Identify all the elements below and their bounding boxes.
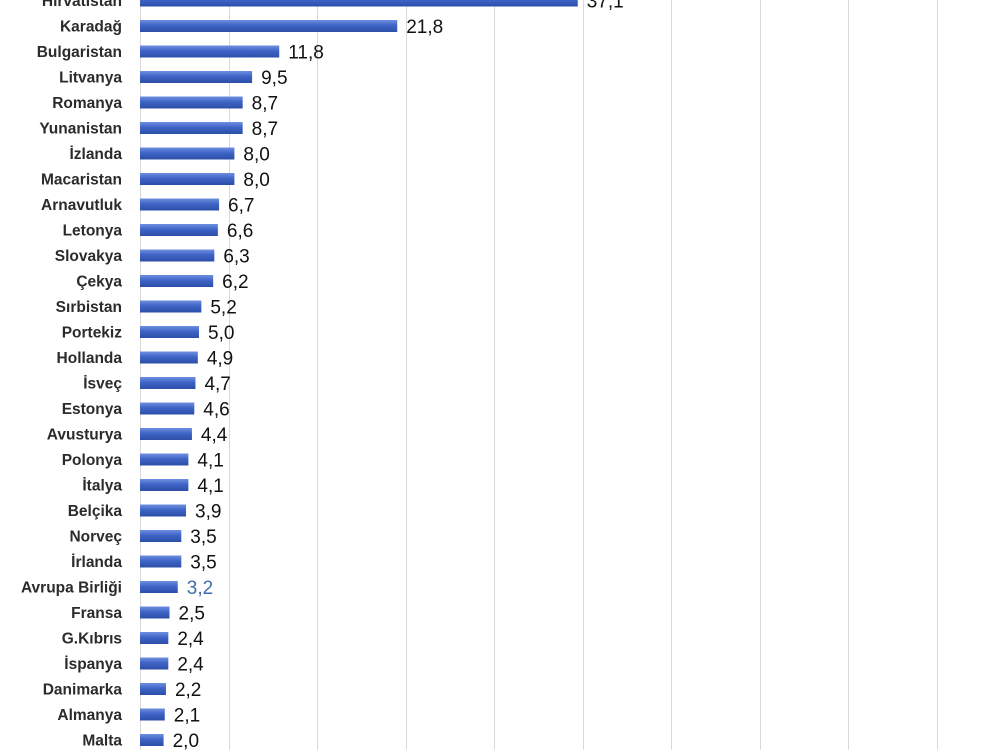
category-label: Bulgaristan — [37, 44, 122, 61]
category-label: Litvanya — [59, 70, 122, 87]
value-label: 2,0 — [173, 731, 199, 750]
category-label: Romanya — [52, 95, 122, 112]
value-label: 4,1 — [197, 451, 223, 472]
bar — [140, 96, 243, 109]
value-label: 3,5 — [190, 527, 216, 548]
category-label: Almanya — [57, 707, 122, 724]
value-label: 3,9 — [195, 502, 221, 523]
category-label: Danimarka — [43, 682, 123, 699]
value-label: 3,5 — [190, 553, 216, 574]
category-label: Arnavutluk — [41, 197, 122, 214]
bar — [140, 402, 195, 415]
bar — [140, 122, 243, 134]
bar — [140, 632, 169, 644]
category-label: Fransa — [71, 605, 122, 622]
category-label: Macaristan — [41, 172, 122, 189]
bar — [140, 326, 199, 338]
category-label: Karadağ — [60, 19, 122, 36]
bar — [140, 734, 164, 746]
category-label: Hırvatistan — [42, 0, 122, 10]
category-label: Letonya — [63, 223, 123, 240]
value-label: 8,0 — [243, 145, 269, 166]
bar — [140, 71, 253, 83]
value-label: 11,8 — [288, 43, 324, 64]
bar — [140, 555, 182, 568]
bar — [140, 479, 189, 491]
bar — [140, 377, 196, 389]
bar — [140, 249, 215, 262]
category-labels: Hırvatistan Karadağ Bulgaristan Litvanya Rom… — [21, 0, 122, 750]
value-label: 8,7 — [252, 94, 278, 115]
value-label: 21,8 — [406, 17, 443, 38]
category-label: Yunanistan — [39, 121, 122, 138]
category-label: Slovakya — [55, 248, 123, 265]
category-label: Malta — [82, 733, 122, 750]
bar — [140, 504, 187, 517]
category-label: İrlanda — [71, 554, 122, 571]
bar — [140, 198, 220, 211]
value-label: 5,0 — [208, 323, 234, 344]
category-label: Hollanda — [57, 350, 123, 367]
bar — [140, 428, 192, 440]
bar — [140, 708, 165, 721]
value-label: 4,9 — [207, 349, 233, 370]
category-label: Polonya — [62, 452, 123, 469]
bar — [140, 683, 166, 695]
value-label: 2,4 — [177, 655, 204, 676]
category-label: Norveç — [69, 529, 122, 546]
value-label: 4,4 — [201, 425, 228, 446]
category-label: Avrupa Birliği — [21, 580, 122, 597]
bar — [140, 275, 214, 287]
value-label: 6,2 — [222, 272, 248, 293]
bar — [140, 300, 202, 313]
bar — [140, 606, 170, 619]
value-label: 6,6 — [227, 221, 253, 242]
category-label: Çekya — [76, 274, 122, 291]
bar — [140, 581, 178, 593]
category-label: Sırbistan — [56, 299, 122, 316]
category-label: İsveç — [83, 376, 122, 393]
value-label: 5,2 — [210, 298, 236, 319]
bar — [140, 173, 235, 185]
category-label: Avusturya — [47, 427, 123, 444]
bar — [140, 20, 398, 32]
bar — [140, 657, 169, 670]
bar — [140, 453, 189, 466]
bars — [140, 0, 578, 746]
category-label: Belçika — [68, 503, 123, 520]
category-label: İtalya — [82, 478, 122, 495]
bar — [140, 147, 235, 160]
bar — [140, 351, 198, 364]
category-label: G.Kıbrıs — [62, 631, 122, 648]
value-label: 2,4 — [177, 629, 204, 650]
value-label: 3,2 — [187, 578, 213, 599]
value-label: 4,6 — [203, 400, 229, 421]
category-label: Portekiz — [62, 325, 123, 342]
value-labels: 37,1 21,8 11,89,5 8,7 8,7 8,0 8,0 6,7 6,6 6,3 6,2 5… — [173, 0, 624, 750]
bar — [140, 45, 280, 58]
bar — [140, 0, 578, 7]
value-label: 2,1 — [174, 706, 200, 727]
value-label: 6,3 — [223, 247, 249, 268]
value-label: 6,7 — [228, 196, 254, 217]
value-label: 4,1 — [197, 476, 223, 497]
value-label: 4,7 — [204, 374, 230, 395]
bar — [140, 224, 218, 236]
value-label: 37,1 — [587, 0, 624, 13]
category-label: İzlanda — [69, 146, 122, 163]
category-label: Estonya — [62, 401, 123, 418]
category-label: İspanya — [64, 656, 122, 673]
bar — [140, 530, 182, 542]
value-label: 8,7 — [252, 119, 278, 140]
value-label: 9,5 — [261, 68, 287, 89]
value-label: 2,2 — [175, 680, 201, 701]
value-label: 8,0 — [243, 170, 269, 191]
value-label: 2,5 — [179, 604, 205, 625]
